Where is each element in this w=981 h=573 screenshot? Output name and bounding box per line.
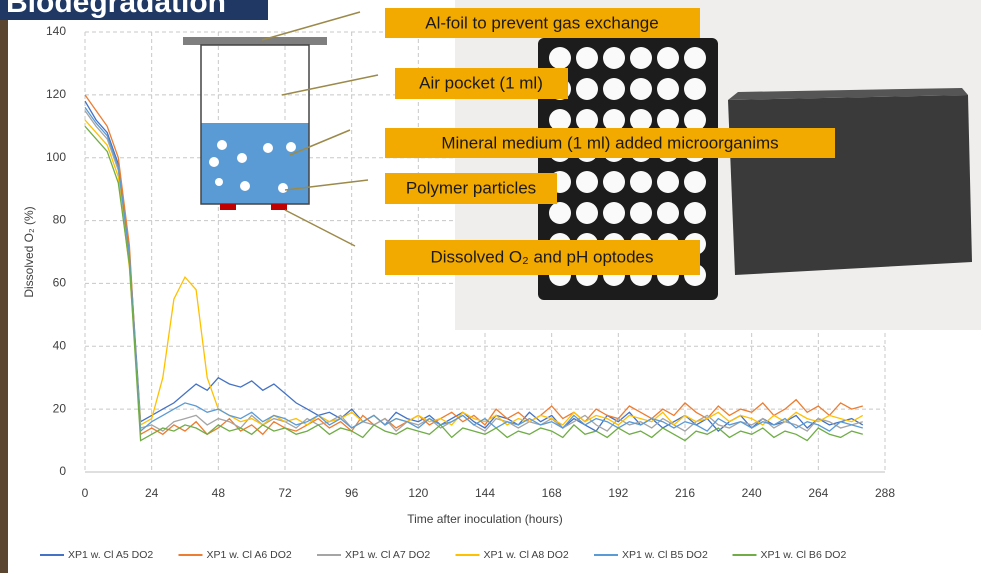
well: [549, 202, 571, 224]
well: [684, 78, 706, 100]
well: [684, 109, 706, 131]
y-tick-label: 40: [53, 338, 67, 352]
well: [603, 171, 625, 193]
annotation: Dissolved O₂ and pH optodes: [430, 247, 653, 266]
y-tick-label: 120: [46, 87, 66, 101]
well: [630, 109, 652, 131]
well: [684, 202, 706, 224]
well: [576, 109, 598, 131]
well: [603, 78, 625, 100]
x-tick-label: 264: [808, 486, 828, 500]
well: [576, 47, 598, 69]
y-tick-label: 140: [46, 24, 66, 38]
y-tick-label: 20: [53, 401, 67, 415]
legend-label: XP1 w. Cl B6 DO2: [761, 549, 847, 561]
legend-label: XP1 w. Cl A6 DO2: [207, 549, 292, 561]
y-tick-label: 100: [46, 150, 66, 164]
x-tick-label: 168: [542, 486, 562, 500]
annotation: Polymer particles: [406, 178, 536, 197]
well: [630, 47, 652, 69]
x-tick-label: 0: [82, 486, 89, 500]
well: [657, 47, 679, 69]
well: [549, 47, 571, 69]
well: [576, 202, 598, 224]
title: Biodegradation: [6, 0, 226, 19]
y-tick-label: 60: [53, 276, 67, 290]
well: [657, 78, 679, 100]
legend-label: XP1 w. Cl A7 DO2: [345, 549, 430, 561]
optode: [220, 204, 236, 210]
x-axis-label: Time after inoculation (hours): [407, 512, 563, 526]
well: [603, 47, 625, 69]
x-tick-label: 240: [742, 486, 762, 500]
well: [576, 171, 598, 193]
well: [684, 171, 706, 193]
well: [657, 109, 679, 131]
annotation: Mineral medium (1 ml) added microorganim…: [441, 133, 778, 152]
y-axis-label: Dissolved O₂ (%): [22, 206, 36, 297]
annotation: Air pocket (1 ml): [419, 73, 543, 92]
well: [576, 78, 598, 100]
edge-strip: [0, 0, 8, 573]
y-tick-label: 80: [53, 213, 67, 227]
plate-back: [728, 95, 972, 275]
x-tick-label: 24: [145, 486, 159, 500]
well: [657, 171, 679, 193]
x-tick-label: 192: [608, 486, 628, 500]
x-tick-label: 120: [408, 486, 428, 500]
x-tick-label: 288: [875, 486, 895, 500]
legend-label: XP1 w. Cl A5 DO2: [68, 549, 153, 561]
x-tick-label: 216: [675, 486, 695, 500]
well: [684, 47, 706, 69]
x-tick-label: 144: [475, 486, 495, 500]
well: [657, 202, 679, 224]
legend-label: XP1 w. Cl B5 DO2: [622, 549, 708, 561]
x-tick-label: 96: [345, 486, 359, 500]
well: [630, 171, 652, 193]
x-tick-label: 72: [278, 486, 292, 500]
optode: [271, 204, 287, 210]
well: [630, 202, 652, 224]
annotation: Al-foil to prevent gas exchange: [425, 13, 658, 32]
chart: 0 20 40 60 80 100 120 140 0 24 48 72 96 120 144 168 192 2…: [0, 0, 981, 573]
well: [603, 109, 625, 131]
well: [603, 202, 625, 224]
legend-label: XP1 w. Cl A8 DO2: [484, 549, 569, 561]
x-tick-label: 48: [212, 486, 226, 500]
y-tick-label: 0: [59, 464, 66, 478]
foil: [183, 37, 327, 45]
well: [630, 78, 652, 100]
well: [549, 109, 571, 131]
